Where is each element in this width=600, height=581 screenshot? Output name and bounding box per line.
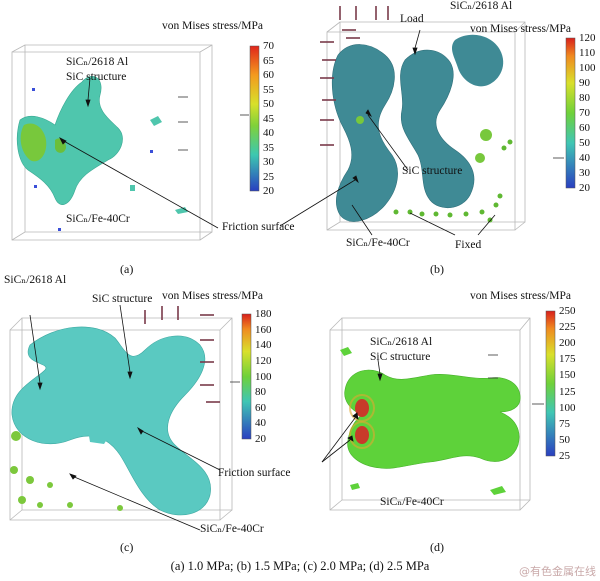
panel-d-tick-label: 25 [559,450,570,462]
panel-a-tick-label: 65 [263,54,274,67]
panel-c-bottom-label: SiCₙ/Fe-40Cr [200,523,264,535]
panel-b-hotspots [356,116,492,163]
panel-c-friction-label: Friction surface [218,467,291,479]
panel-a-markers [32,88,153,231]
panel-b-fixed-label: Fixed [455,239,482,251]
panel-c-tick-label: 40 [255,417,266,430]
panel-b-sic-left [331,44,398,222]
panel-b-sic-right [400,49,475,208]
panel-c-tick-label: 180 [255,308,272,320]
panel-d-tick-label: 75 [559,417,570,430]
panel-c-structure-label: SiC structure [92,293,153,305]
panel-a-label: (a) [120,262,134,276]
watermark: @有色金属在线 [519,565,596,578]
panel-b-tick-label: 50 [579,137,590,149]
panel-d-tick-label: 200 [559,337,576,350]
panel-c-colorbar-title: von Mises stress/MPa [162,290,263,302]
panel-a-tick-label: 40 [263,127,274,139]
panel-a-colorbar-title: von Mises stress/MPa [162,20,263,32]
panel-c-sic-structure [11,326,211,516]
panel-c-hotspots [10,431,123,511]
panel-d-colorbar [545,310,556,457]
panel-b-tick-label: 60 [579,122,590,134]
panel-d-bottom-label: SiCₙ/Fe-40Cr [380,496,444,508]
panel-a-tick-label: 50 [263,98,274,110]
panel-d-sic-structure [344,369,521,469]
panel-d-tick-label: 175 [559,353,576,366]
panel-d-label: (d) [430,540,444,554]
figure-caption: (a) 1.0 MPa; (b) 1.5 MPa; (c) 2.0 MPa; (… [170,559,430,573]
panel-b-tick-label: 80 [579,92,590,104]
panel-b-box [326,21,526,231]
panel-d-tick-label: 150 [559,369,576,382]
panel-a-tick-label: 30 [263,156,274,168]
panel-b-tick-label: 90 [579,77,590,89]
panel-c-tick-label: 100 [255,370,272,383]
panel-a-particle [130,116,188,214]
panel-c-load-arrows [144,306,220,403]
panel-a-structure-label: SiC structure [66,71,127,83]
panel-a-tick-label: 25 [263,170,274,183]
panel-c-tick-label: 80 [255,386,266,399]
panel-b-tick-label: 30 [579,167,590,179]
panel-a-bottom-label: SiCₙ/Fe-40Cr [66,213,130,225]
panel-d-tick-label: 225 [559,321,576,334]
panel-b-tick-label: 20 [579,182,590,194]
panel-c-tick-label: 140 [255,339,272,352]
panel-c-tick-label: 120 [255,354,272,367]
panel-b-load-label: Load [400,13,424,25]
panel-c-annotation-arrows [29,304,221,531]
panel-a-friction-patch [20,123,47,162]
panel-b-tick-label: 100 [579,62,596,74]
panel-c-label: (c) [120,540,134,554]
panel-b-fixed-supports [393,139,513,223]
panel-d-tick-label: 250 [559,305,576,317]
panel-b-colorbar [565,37,576,189]
panel-c-material-label: SiCₙ/2618 Al [4,274,67,286]
panel-b-tick-label: 70 [579,107,590,119]
panel-d-annotation-arrows [321,359,383,463]
panel-d-material-label: SiCₙ/2618 Al [370,336,433,348]
panel-d-hotspot [355,399,369,417]
panel-a-annotation-arrows [59,77,219,229]
panel-b-bottom-label: SiCₙ/Fe-40Cr [346,237,410,249]
panel-a-tick-label: 20 [263,185,274,197]
panel-b-tick-label: 120 [579,32,596,44]
panel-b-material-label: SiCₙ/2618 Al [450,0,513,12]
panel-c-tick-label: 160 [255,323,272,336]
panel-d-tick-label: 125 [559,385,576,398]
panel-d-colorbar-title: von Mises stress/MPa [470,290,571,302]
panel-c-tick-label: 60 [255,401,266,414]
panel-a-friction-label: Friction surface [222,221,295,233]
panel-c-tick-label: 20 [255,433,266,445]
panel-b-tick-label: 110 [579,47,596,59]
panel-b-tick-label: 40 [579,152,590,164]
panel-d-tick-label: 100 [559,401,576,414]
panel-d-box [329,317,531,511]
panel-c-colorbar [241,313,252,440]
panel-a-tick-label: 55 [263,83,274,96]
panel-b-annotation-arrows [279,29,496,236]
panel-a-load-arrows [178,96,188,151]
panel-a-tick-label: 60 [263,69,274,81]
panel-d-structure-label: SiC structure [370,351,431,363]
panel-d-load-arrows [488,354,498,379]
panel-a-sic-structure [16,76,123,205]
panel-a-tick-label: 35 [263,141,274,154]
panel-b-label: (b) [430,262,444,276]
panel-a-tick-label: 45 [263,112,274,125]
panel-a-material-label: SiCₙ/2618 Al [66,56,129,68]
panel-a-box [11,44,213,241]
panel-d-tick-label: 50 [559,433,570,446]
panel-b-structure-label: SiC structure [402,165,463,177]
panel-b-colorbar-title: von Mises stress/MPa [470,23,571,35]
panel-b-load-arrows [320,6,389,146]
panel-a-tick-label: 70 [263,40,274,52]
panel-a-colorbar [249,45,260,192]
